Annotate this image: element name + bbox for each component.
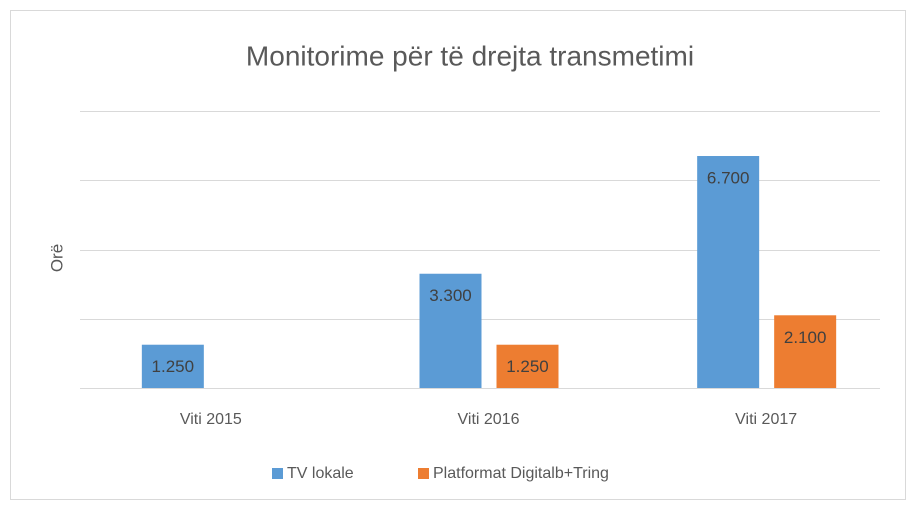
bar bbox=[419, 273, 482, 388]
bar bbox=[697, 156, 760, 388]
data-label: 1.250 bbox=[152, 357, 195, 376]
bar bbox=[141, 344, 204, 388]
bar bbox=[774, 315, 837, 388]
legend-label: Platformat Digitalb+Tring bbox=[433, 465, 609, 482]
legend-swatch bbox=[272, 468, 283, 479]
data-label: 6.700 bbox=[707, 168, 750, 187]
data-label: 2.100 bbox=[784, 328, 827, 347]
data-label: 1.250 bbox=[506, 357, 549, 376]
bar bbox=[496, 344, 559, 388]
y-axis-label: Orë bbox=[47, 244, 66, 272]
x-tick-label: Viti 2015 bbox=[180, 411, 242, 428]
x-tick-label: Viti 2016 bbox=[458, 411, 520, 428]
data-label: 3.300 bbox=[429, 286, 472, 305]
legend-swatch bbox=[418, 468, 429, 479]
legend-label: TV lokale bbox=[287, 465, 354, 482]
chart-title: Monitorime për të drejta transmetimi bbox=[246, 40, 694, 71]
x-tick-label: Viti 2017 bbox=[735, 411, 797, 428]
